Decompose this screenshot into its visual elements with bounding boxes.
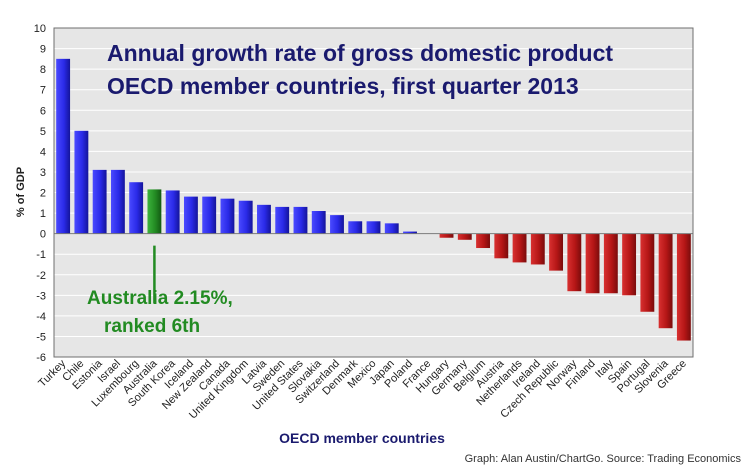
y-tick-label: 7 xyxy=(40,85,46,97)
y-tick-label: -6 xyxy=(36,352,46,364)
bar-iceland xyxy=(183,196,198,234)
bar-sweden xyxy=(275,206,290,234)
y-tick-label: 9 xyxy=(40,44,46,56)
bar-germany xyxy=(457,233,472,240)
x-tick-labels: TurkeyChileEstoniaIsraelLuxembourgAustra… xyxy=(36,357,689,421)
bar-switzerland xyxy=(330,215,344,234)
bar-belgium xyxy=(476,233,490,249)
plot-border xyxy=(53,27,694,358)
bar-greece xyxy=(676,233,691,341)
bar-poland xyxy=(403,231,417,234)
y-tick-label: 8 xyxy=(40,64,46,76)
bar-latvia xyxy=(257,204,271,234)
bar-canada xyxy=(220,198,235,234)
bar-series xyxy=(56,58,691,341)
bar-australia xyxy=(147,189,162,234)
bar-finland xyxy=(585,233,600,294)
bar-mexico xyxy=(366,221,381,234)
bar-chile xyxy=(74,130,89,234)
bar-denmark xyxy=(348,221,363,234)
y-tick-label: -3 xyxy=(36,290,46,302)
annotation-line1: Australia 2.15%, xyxy=(87,288,233,309)
annotation-line2: ranked 6th xyxy=(104,316,200,337)
y-tick-label: -4 xyxy=(36,311,46,323)
y-tick-label: 10 xyxy=(34,23,46,35)
bar-slovenia xyxy=(658,233,673,329)
y-tick-label: -2 xyxy=(36,270,46,282)
bar-ireland xyxy=(530,233,545,265)
source-credit: Graph: Alan Austin/ChartGo. Source: Trad… xyxy=(465,453,742,465)
y-tick-label: -5 xyxy=(36,331,46,343)
y-tick-labels: -6 -5 -4 -3 -2 -1 0 1 2 3 4 5 6 7 8 9 10 xyxy=(34,23,46,364)
y-tick-label: 5 xyxy=(40,126,46,138)
bar-slovakia xyxy=(311,211,326,234)
bar-czech-republic xyxy=(549,233,564,271)
bar-spain xyxy=(622,233,637,296)
y-tick-label: 4 xyxy=(40,146,46,158)
bar-austria xyxy=(494,233,509,259)
bar-turkey xyxy=(56,58,71,234)
bar-south-korea xyxy=(165,190,180,234)
y-tick-label: -1 xyxy=(36,249,46,261)
chart-title-line1: Annual growth rate of gross domestic pro… xyxy=(107,40,613,66)
bar-norway xyxy=(567,233,582,292)
bar-portugal xyxy=(640,233,655,312)
bar-italy xyxy=(603,233,618,294)
x-axis-label: OECD member countries xyxy=(279,430,445,446)
y-tick-label: 0 xyxy=(40,229,46,241)
y-tick-label: 6 xyxy=(40,105,46,117)
bar-israel xyxy=(110,169,125,234)
y-axis-label: % of GDP xyxy=(15,167,27,217)
bar-luxembourg xyxy=(129,182,144,234)
bar-netherlands xyxy=(512,233,527,263)
y-tick-label: 1 xyxy=(40,208,46,220)
bar-united-states xyxy=(293,206,308,234)
bar-japan xyxy=(384,223,399,234)
bar-united-kingdom xyxy=(238,200,253,234)
y-tick-label: 3 xyxy=(40,167,46,179)
bar-new-zealand xyxy=(202,196,217,234)
bar-estonia xyxy=(92,169,107,234)
y-tick-label: 2 xyxy=(40,188,46,200)
bar-hungary xyxy=(439,233,454,238)
chart-title-line2: OECD member countries, first quarter 201… xyxy=(107,73,579,99)
